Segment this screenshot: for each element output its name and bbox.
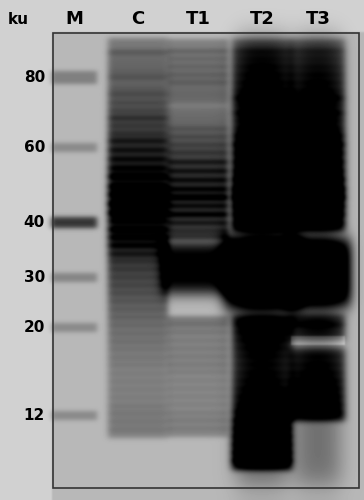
Text: T3: T3 (305, 10, 331, 28)
Text: 30: 30 (24, 270, 45, 285)
Text: 12: 12 (24, 408, 45, 422)
Text: 40: 40 (24, 215, 45, 230)
Text: 60: 60 (24, 140, 45, 155)
Text: T1: T1 (186, 10, 210, 28)
Bar (53, 32, 359, 487)
Text: C: C (131, 10, 145, 28)
Text: 80: 80 (24, 70, 45, 85)
Text: T2: T2 (250, 10, 274, 28)
Text: M: M (65, 10, 83, 28)
Text: ku: ku (8, 12, 28, 26)
Text: 20: 20 (24, 320, 45, 335)
